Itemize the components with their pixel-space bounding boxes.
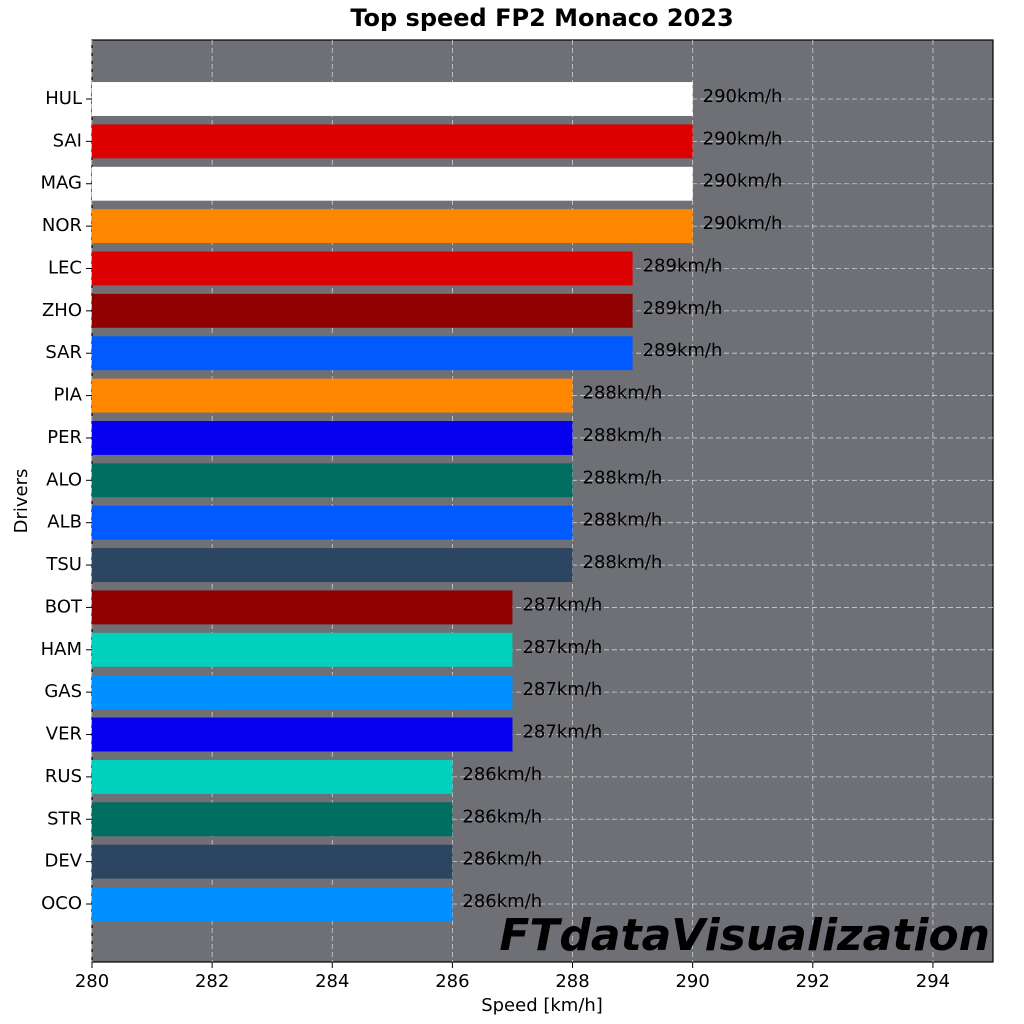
- y-tick-label: BOT: [45, 596, 83, 617]
- y-tick-label: NOR: [42, 215, 82, 236]
- y-tick-label: DEV: [44, 851, 82, 872]
- value-label: 290km/h: [703, 213, 783, 234]
- bar: [92, 802, 453, 837]
- y-tick-label: LEC: [48, 257, 82, 278]
- chart-title: Top speed FP2 Monaco 2023: [350, 4, 733, 32]
- bar: [92, 759, 453, 794]
- bar: [92, 251, 633, 286]
- x-tick-label: 280: [75, 971, 109, 992]
- value-label: 289km/h: [643, 255, 723, 276]
- x-tick-label: 282: [195, 971, 229, 992]
- value-label: 287km/h: [522, 594, 602, 615]
- bar: [92, 336, 633, 371]
- value-label: 289km/h: [643, 340, 723, 361]
- y-tick-label: PER: [47, 427, 82, 448]
- bar: [92, 293, 633, 328]
- bar: [92, 82, 693, 116]
- bar: [92, 548, 573, 582]
- y-tick-label: VER: [46, 724, 82, 745]
- y-tick-label: TSU: [45, 554, 82, 575]
- value-label: 288km/h: [583, 425, 663, 446]
- y-tick-label: PIA: [54, 385, 83, 406]
- x-tick-label: 290: [675, 971, 709, 992]
- y-tick-label: GAS: [44, 681, 82, 702]
- bar: [92, 505, 573, 540]
- value-label: 288km/h: [583, 467, 663, 488]
- y-tick-label: OCO: [41, 893, 82, 914]
- x-tick-label: 294: [916, 971, 950, 992]
- value-label: 287km/h: [522, 679, 602, 700]
- value-label: 286km/h: [462, 806, 542, 827]
- y-tick-label: SAR: [45, 342, 82, 363]
- x-tick-label: 284: [315, 971, 349, 992]
- value-label: 286km/h: [462, 764, 542, 785]
- y-tick-label: MAG: [41, 173, 82, 194]
- x-axis-label: Speed [km/h]: [481, 995, 603, 1016]
- bar: [92, 590, 513, 625]
- bar: [92, 887, 453, 921]
- x-tick-label: 292: [796, 971, 830, 992]
- bar: [92, 124, 693, 159]
- y-tick-label: RUS: [45, 766, 82, 787]
- bar: [92, 675, 513, 710]
- y-tick-label: ZHO: [42, 300, 82, 321]
- value-label: 287km/h: [522, 637, 602, 658]
- bar: [92, 632, 513, 667]
- bar: [92, 421, 573, 455]
- value-label: 286km/h: [462, 891, 542, 912]
- value-label: 289km/h: [643, 298, 723, 319]
- bar: [92, 717, 513, 752]
- value-label: 288km/h: [583, 383, 663, 404]
- watermark: FTdataVisualization: [499, 910, 990, 961]
- y-tick-label: ALO: [46, 469, 82, 490]
- x-tick-label: 288: [555, 971, 589, 992]
- bar: [92, 378, 573, 413]
- value-label: 288km/h: [583, 552, 663, 573]
- y-tick-label: HUL: [45, 88, 82, 109]
- y-tick-label: ALB: [47, 512, 82, 533]
- y-axis-label: Drivers: [11, 469, 32, 534]
- bar: [92, 166, 693, 201]
- value-label: 290km/h: [703, 86, 783, 107]
- bar: [92, 463, 573, 498]
- y-tick-label: SAI: [53, 130, 82, 151]
- value-label: 286km/h: [462, 849, 542, 870]
- value-label: 290km/h: [703, 171, 783, 192]
- x-tick-label: 286: [435, 971, 469, 992]
- value-label: 288km/h: [583, 510, 663, 531]
- bar: [92, 209, 693, 244]
- y-tick-label: STR: [47, 808, 82, 829]
- bar: [92, 844, 453, 879]
- value-label: 290km/h: [703, 128, 783, 149]
- value-label: 287km/h: [522, 722, 602, 743]
- y-tick-label: HAM: [41, 639, 82, 660]
